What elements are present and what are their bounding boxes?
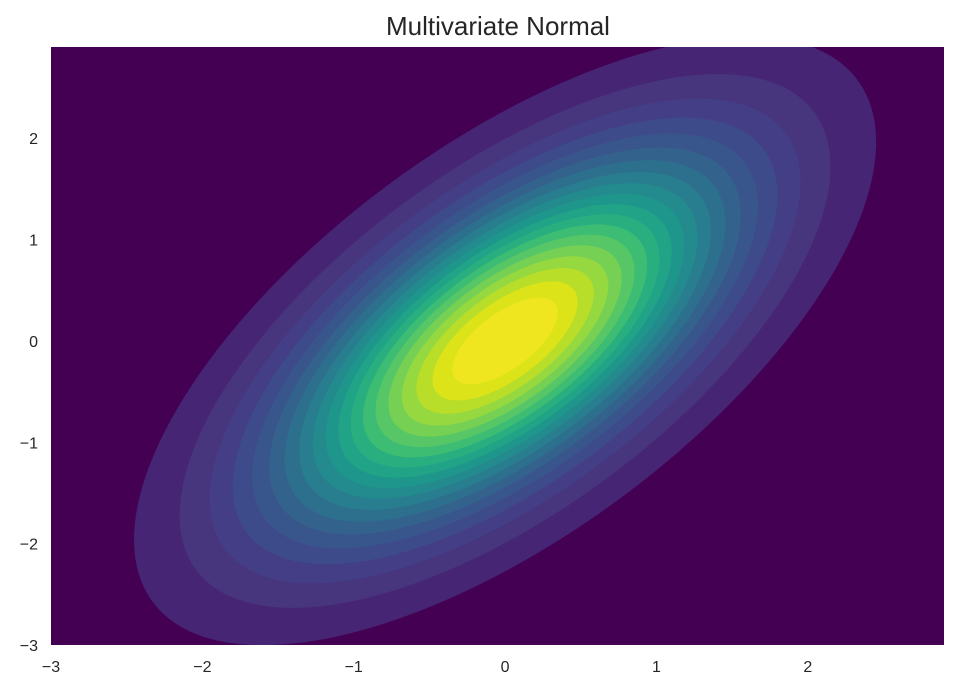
- y-tick-label: −2: [20, 537, 38, 554]
- y-tick-label: −3: [20, 638, 38, 655]
- x-tick-label: 1: [652, 659, 661, 676]
- y-axis-ticks: −3 −2 −1 0 1 2: [20, 131, 38, 655]
- x-axis-ticks: −3 −2 −1 0 1 2: [42, 659, 812, 676]
- x-tick-label: −2: [193, 659, 211, 676]
- x-tick-label: −1: [345, 659, 363, 676]
- y-tick-label: 2: [29, 131, 38, 148]
- y-tick-label: 1: [29, 233, 38, 250]
- chart-title: Multivariate Normal: [386, 11, 610, 41]
- contour-bands: [134, 47, 877, 645]
- x-tick-label: 2: [803, 659, 812, 676]
- x-tick-label: 0: [501, 659, 510, 676]
- y-tick-label: 0: [29, 334, 38, 351]
- x-tick-label: −3: [42, 659, 60, 676]
- y-tick-label: −1: [20, 435, 38, 452]
- contour-band-19: [452, 297, 558, 385]
